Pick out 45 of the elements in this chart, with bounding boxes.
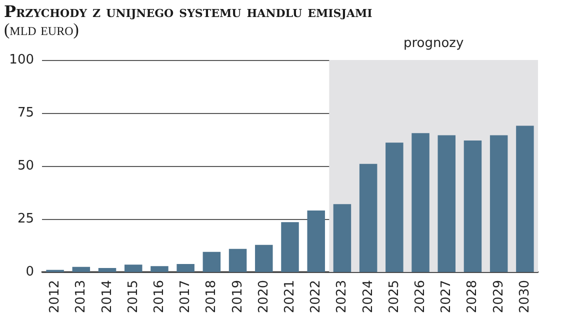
bar xyxy=(176,264,194,272)
x-tick-label: 2029 xyxy=(491,280,506,314)
x-tick-label: 2030 xyxy=(517,280,532,314)
bar xyxy=(333,204,352,272)
x-tick-label: 2016 xyxy=(152,280,167,314)
x-tick-label: 2012 xyxy=(48,280,63,314)
x-tick-label: 2019 xyxy=(230,280,246,314)
bar xyxy=(490,135,508,272)
x-tick-label: 2025 xyxy=(386,280,402,314)
x-tick-label: 2028 xyxy=(465,280,480,314)
x-tick-label: 2027 xyxy=(439,280,454,314)
bar xyxy=(438,135,456,272)
y-tick-label: 0 xyxy=(26,264,34,280)
chart-title: Przychody z unijnego systemu handlu emisjami xyxy=(4,2,372,21)
y-tick-label: 50 xyxy=(17,158,34,174)
x-tick-label: 2018 xyxy=(204,280,220,314)
y-tick-label: 75 xyxy=(17,106,34,120)
x-tick-label: 2026 xyxy=(413,280,428,314)
bar xyxy=(307,210,325,272)
x-tick-label: 2023 xyxy=(334,280,350,314)
chart-subtitle: (mld euro) xyxy=(4,20,79,40)
x-tick-label: 2022 xyxy=(308,280,324,314)
bar xyxy=(202,252,221,272)
y-tick-label: 100 xyxy=(9,52,34,68)
bar xyxy=(150,266,168,272)
x-tick-label: 2024 xyxy=(360,280,376,314)
band-label: prognozy xyxy=(403,36,464,51)
x-tick-label: 2015 xyxy=(126,280,141,314)
bar xyxy=(281,222,299,272)
x-tick-label: 2020 xyxy=(256,280,272,314)
bar xyxy=(72,266,90,272)
bar xyxy=(412,133,430,272)
bar xyxy=(228,248,247,272)
x-tick-label: 2014 xyxy=(100,280,115,314)
bar xyxy=(516,126,534,272)
bar xyxy=(464,140,482,272)
x-tick-label: 2021 xyxy=(282,280,298,314)
bar xyxy=(386,142,404,272)
x-tick-label: 2017 xyxy=(178,280,194,314)
x-tick-label: 2013 xyxy=(74,280,89,314)
bar xyxy=(359,164,378,272)
bar xyxy=(98,268,116,272)
bar xyxy=(124,264,142,272)
y-tick-label: 25 xyxy=(17,212,34,226)
bar xyxy=(255,244,273,272)
